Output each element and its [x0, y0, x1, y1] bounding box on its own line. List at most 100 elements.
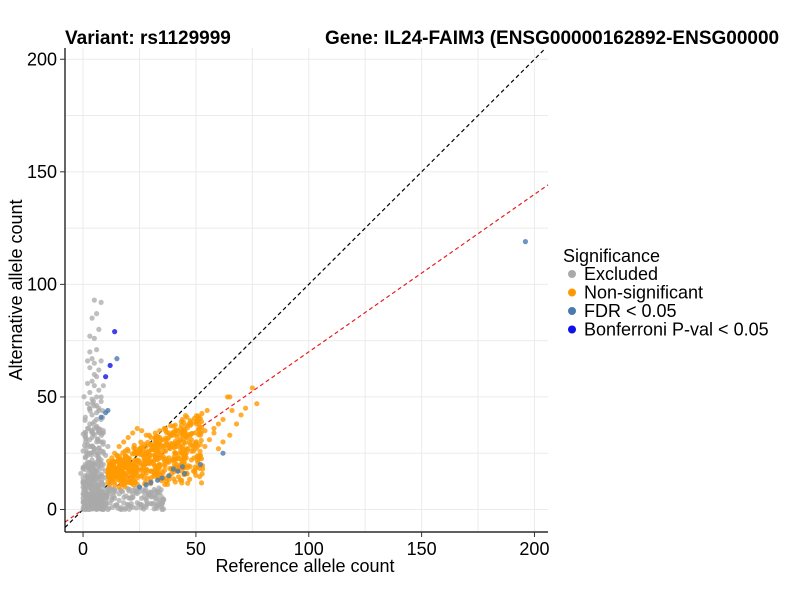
point-non-significant — [133, 458, 140, 464]
point-non-significant — [200, 466, 206, 472]
point-non-significant — [188, 419, 194, 426]
point-excluded — [87, 389, 93, 396]
point-excluded — [78, 470, 84, 477]
point-excluded — [97, 459, 103, 465]
point-excluded — [91, 371, 97, 378]
point-non-significant — [242, 405, 249, 411]
point-excluded — [94, 436, 101, 442]
point-non-significant — [109, 473, 115, 479]
point-excluded — [98, 394, 104, 400]
point-non-significant — [153, 473, 159, 479]
point-excluded — [122, 506, 128, 512]
point-excluded — [81, 394, 87, 400]
point-non-significant — [172, 479, 178, 485]
point-excluded — [85, 498, 91, 504]
point-excluded — [95, 487, 101, 493]
point-excluded — [127, 495, 134, 501]
data-points — [78, 239, 529, 513]
point-bonferroni-p-val-0-05 — [107, 362, 113, 369]
point-excluded — [80, 499, 87, 505]
point-excluded — [93, 410, 100, 416]
point-non-significant — [110, 462, 117, 468]
point-excluded — [94, 450, 100, 456]
point-non-significant — [211, 425, 217, 432]
point-excluded — [99, 465, 105, 472]
point-non-significant — [206, 437, 213, 443]
point-excluded — [118, 488, 124, 494]
point-non-significant — [198, 480, 205, 486]
point-excluded — [86, 405, 93, 412]
y-axis-title: Alternative allele count — [6, 199, 26, 380]
point-excluded — [89, 434, 95, 441]
point-excluded — [94, 424, 100, 431]
point-non-significant — [215, 446, 222, 452]
point-excluded — [84, 401, 91, 407]
point-excluded — [87, 365, 93, 371]
point-excluded — [126, 486, 133, 492]
point-excluded — [101, 502, 107, 508]
point-non-significant — [220, 439, 226, 445]
point-excluded — [115, 505, 121, 511]
point-fdr-0-05 — [166, 473, 172, 479]
point-non-significant — [152, 456, 158, 462]
point-non-significant — [163, 478, 170, 485]
point-non-significant — [194, 443, 201, 449]
point-non-significant — [167, 423, 174, 429]
point-fdr-0-05 — [154, 477, 161, 483]
point-excluded — [85, 450, 91, 456]
point-excluded — [100, 383, 106, 389]
point-non-significant — [185, 480, 191, 486]
point-fdr-0-05 — [159, 475, 165, 481]
point-non-significant — [146, 432, 152, 438]
point-excluded — [91, 360, 97, 366]
x-tick-label: 200 — [519, 539, 549, 559]
legend-key — [568, 307, 576, 315]
point-non-significant — [157, 451, 163, 457]
point-non-significant — [126, 465, 133, 472]
point-non-significant — [106, 481, 113, 488]
point-non-significant — [139, 428, 145, 434]
point-fdr-0-05 — [148, 479, 154, 486]
point-non-significant — [119, 481, 125, 488]
point-non-significant — [144, 467, 150, 473]
point-non-significant — [143, 449, 149, 455]
point-non-significant — [134, 449, 140, 455]
point-non-significant — [195, 418, 201, 424]
point-non-significant — [119, 475, 125, 481]
y-tick-label: 50 — [37, 387, 57, 407]
point-non-significant — [174, 439, 181, 445]
point-fdr-0-05 — [182, 470, 188, 477]
y-tick-label: 200 — [27, 49, 57, 69]
y-tick-label: 0 — [47, 499, 57, 519]
point-non-significant — [125, 434, 131, 441]
x-tick-label: 0 — [78, 539, 88, 559]
point-non-significant — [164, 459, 171, 465]
point-non-significant — [149, 444, 155, 450]
point-non-significant — [116, 443, 122, 450]
gene-title: Gene: IL24-FAIM3 (ENSG00000162892-ENSG00… — [325, 28, 779, 49]
point-excluded — [93, 416, 100, 423]
point-non-significant — [182, 431, 189, 438]
point-non-significant — [182, 440, 188, 446]
point-non-significant — [123, 454, 129, 460]
point-non-significant — [192, 469, 198, 475]
point-excluded — [86, 460, 92, 466]
point-excluded — [82, 429, 88, 436]
point-non-significant — [132, 471, 138, 477]
point-excluded — [100, 448, 106, 455]
point-non-significant — [138, 439, 144, 445]
point-fdr-0-05 — [175, 468, 181, 474]
point-excluded — [121, 494, 127, 500]
point-non-significant — [138, 473, 144, 479]
point-excluded — [82, 417, 88, 423]
point-excluded — [91, 335, 97, 341]
point-excluded — [89, 378, 95, 384]
point-excluded — [133, 505, 140, 511]
point-excluded — [90, 505, 96, 511]
point-excluded — [90, 482, 96, 488]
point-fdr-0-05 — [197, 461, 204, 468]
point-excluded — [89, 315, 95, 321]
legend-label: Excluded — [584, 264, 658, 284]
point-excluded — [100, 441, 106, 447]
point-non-significant — [184, 465, 190, 471]
